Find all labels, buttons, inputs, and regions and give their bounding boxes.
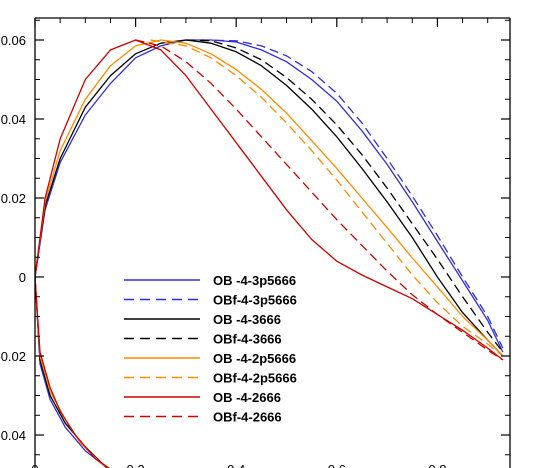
series-line (150, 39, 504, 357)
lower-surface-line (35, 276, 111, 468)
legend: OB -4-3p5666 OBf-4-3p5666 OB -4-3666 OBf-4-… (124, 273, 297, 425)
series-line (185, 39, 504, 353)
series-line (135, 39, 504, 361)
y-tick-label: -0.04 (0, 428, 26, 443)
series-line (35, 39, 504, 357)
series-lines (35, 39, 504, 468)
lower-surface-line (35, 276, 109, 468)
series-line (35, 39, 504, 353)
y-tick-label: 0.06 (1, 33, 26, 48)
legend-label: OBf-4-2666 (213, 410, 282, 425)
legend-label: OB -4-2p5666 (213, 351, 296, 366)
legend-label: OB -4-3666 (213, 312, 281, 327)
tick-labels: -0.04 -0.02 0 0.02 0.04 0.06 0 0.2 0.4 0.6 0.8 (0, 33, 446, 468)
y-tick-label: -0.02 (0, 349, 26, 364)
lower-surface-line (35, 276, 109, 468)
axes (34, 17, 511, 468)
y-tick-label: 0 (19, 270, 26, 285)
x-tick-label: 0.8 (428, 462, 446, 468)
tick-marks (34, 18, 510, 456)
series-line (200, 39, 504, 349)
y-tick-label: 0.04 (1, 112, 26, 127)
y-tick-label: 0.02 (1, 191, 26, 206)
x-tick-label: 0.2 (127, 462, 145, 468)
series-line (35, 39, 504, 361)
x-tick-label: 0.6 (328, 462, 346, 468)
series-line (35, 39, 504, 357)
legend-label: OB -4-3p5666 (213, 273, 296, 288)
legend-label: OBf-4-2p5666 (213, 371, 297, 386)
legend-label: OB -4-2666 (213, 390, 281, 405)
x-tick-label: 0.4 (227, 462, 245, 468)
x-tick-label: 0 (31, 462, 38, 468)
lower-surface-line (35, 276, 110, 468)
legend-label: OBf-4-3p5666 (213, 293, 297, 308)
legend-label: OBf-4-3666 (213, 332, 282, 347)
